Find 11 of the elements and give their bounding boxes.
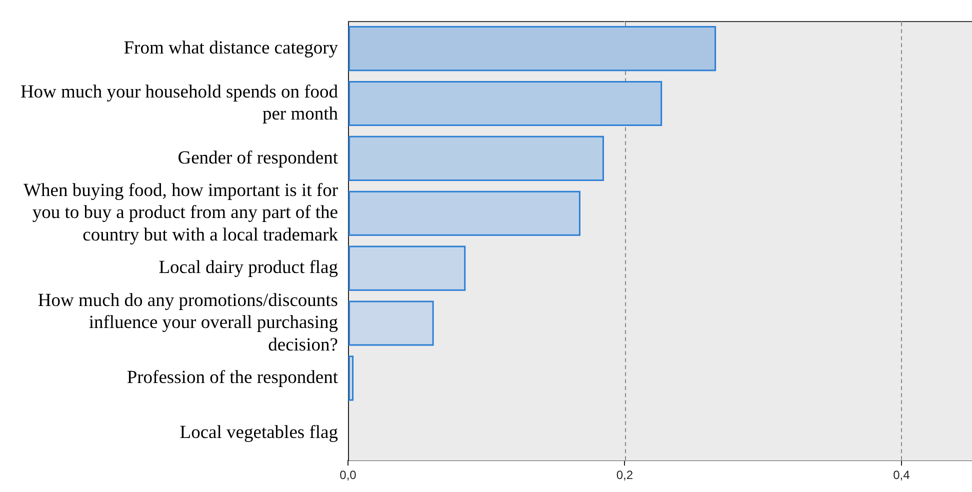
y-tick-label: How much do any promotions/discounts influence your overall purchasing decision? (38, 290, 338, 356)
y-tick-label: Local vegetables flag (180, 422, 338, 443)
y-tick-label: When buying food, how important is it for you to buy a product from any part of the country but with a local trademark (24, 181, 339, 246)
y-tick-label: From what distance category (124, 38, 339, 58)
y-tick-label: Local dairy product flag (158, 258, 338, 278)
x-tick-label: 0,4 (893, 468, 910, 482)
x-tick-label: 0,0 (340, 468, 357, 482)
y-tick-label: How much your household spends on food per month (20, 82, 339, 124)
x-tick-label: 0,2 (616, 468, 634, 482)
y-tick-label: Profession of the respondent (126, 368, 339, 388)
y-tick-label: Gender of respondent (178, 148, 339, 168)
